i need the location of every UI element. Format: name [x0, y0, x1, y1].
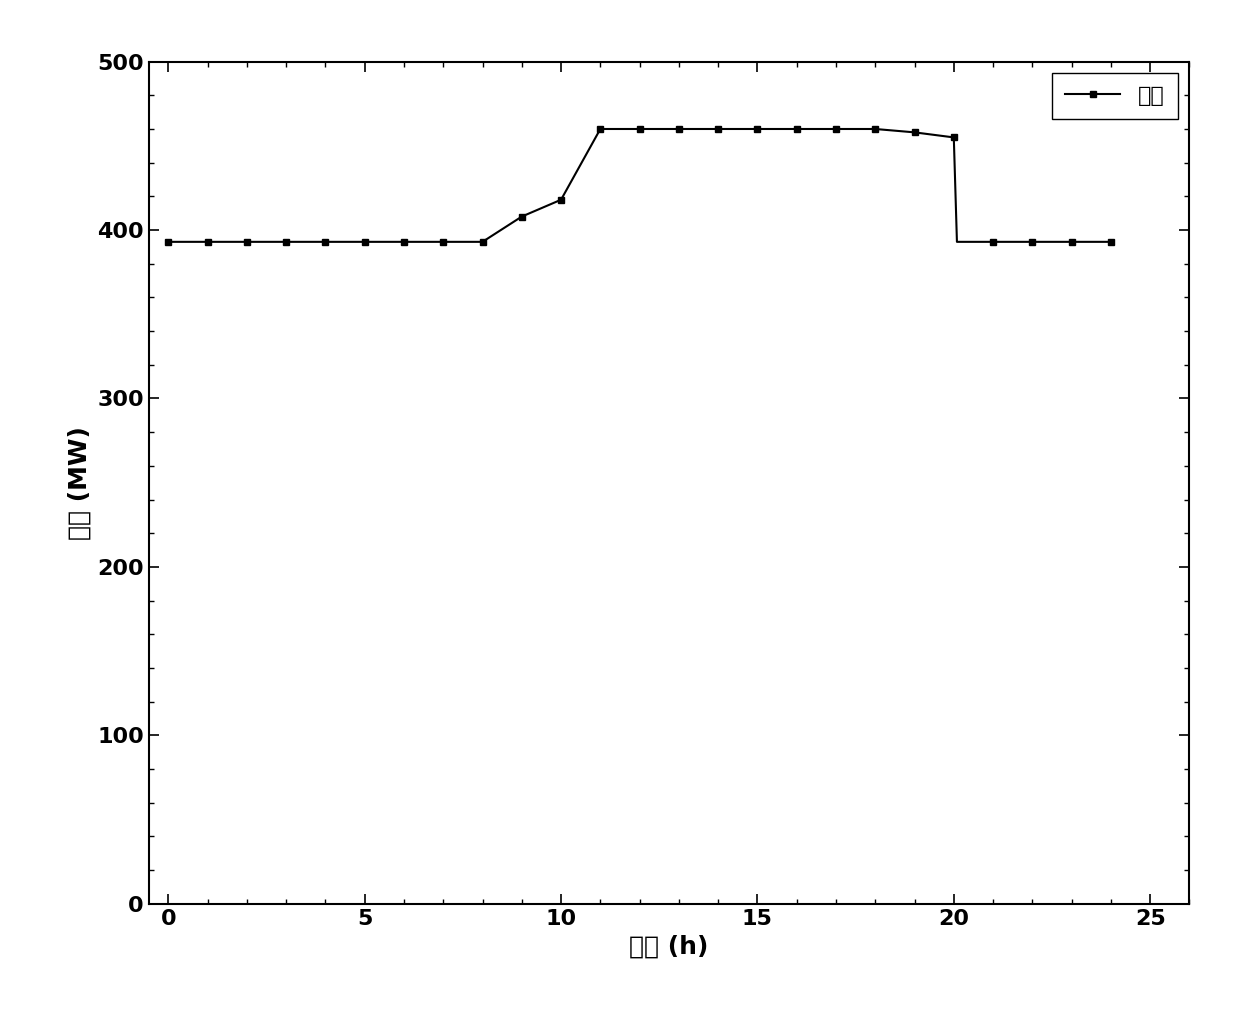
Y-axis label: 功率 (MW): 功率 (MW) [67, 426, 92, 539]
Legend: 功率: 功率 [1052, 73, 1178, 119]
X-axis label: 时间 (h): 时间 (h) [629, 935, 709, 958]
